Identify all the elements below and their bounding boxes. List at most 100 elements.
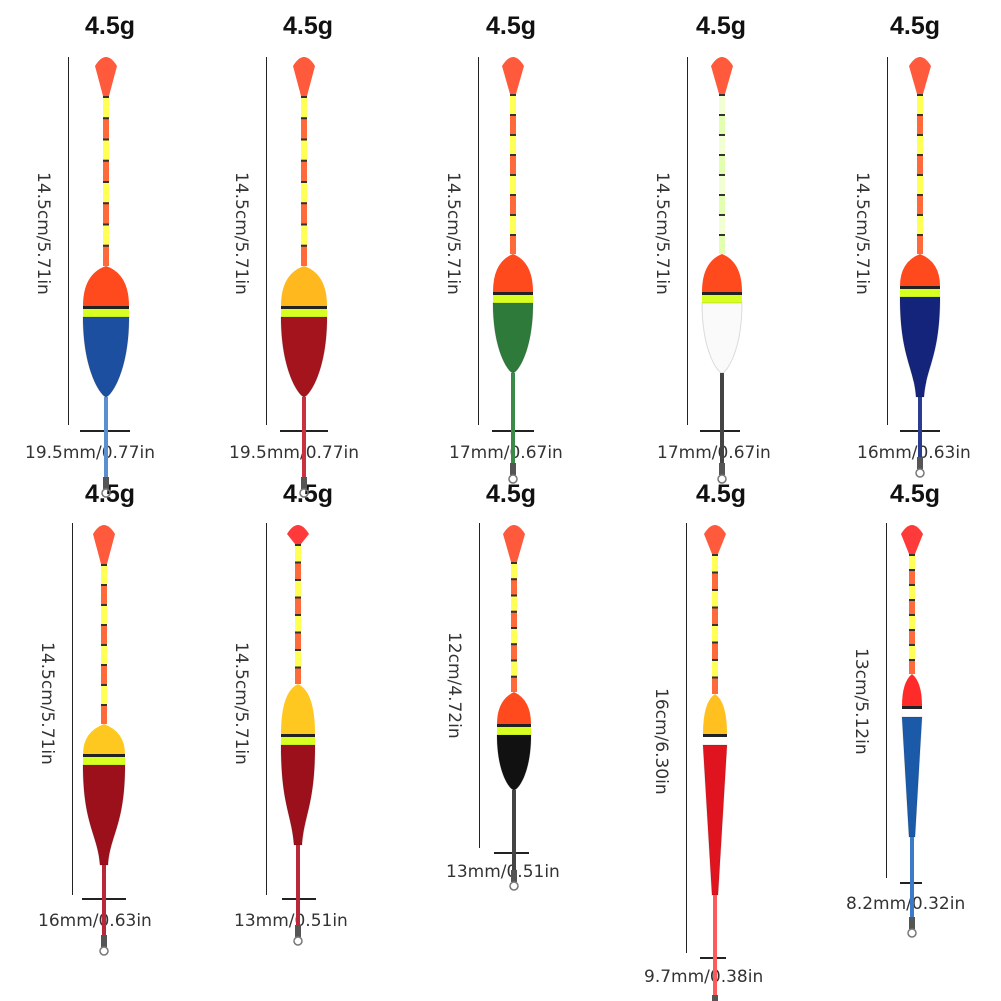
antenna-segment — [917, 194, 923, 214]
antenna-joint — [909, 569, 915, 571]
float-cap — [702, 254, 742, 292]
float-body — [280, 744, 316, 846]
float-tip — [909, 57, 931, 94]
swivel — [101, 935, 107, 947]
antenna-joint — [511, 643, 517, 646]
float-body — [702, 744, 728, 896]
float-stem — [512, 790, 516, 870]
float-cap — [83, 724, 125, 754]
antenna-joint — [101, 584, 107, 586]
float-tip — [503, 525, 525, 562]
antenna-segment — [511, 627, 517, 644]
antenna-joint — [909, 629, 915, 631]
antenna-joint — [101, 644, 107, 646]
swivel — [511, 870, 517, 882]
antenna-joint — [917, 214, 923, 216]
float-tip — [95, 57, 117, 96]
antenna-joint — [719, 94, 725, 96]
antenna-joint — [510, 154, 516, 156]
height-label: 14.5cm/5.71in — [852, 172, 872, 295]
float-illustration-7 — [280, 525, 316, 946]
band-edge — [83, 306, 129, 309]
float-card-1: 4.5g — [10, 0, 210, 500]
height-label: 14.5cm/5.71in — [231, 172, 251, 295]
antenna-segment — [712, 571, 718, 589]
band-edge — [281, 306, 327, 309]
float-band — [703, 737, 727, 745]
width-label: 16mm/0.63in — [38, 911, 152, 931]
float-body — [701, 302, 743, 374]
antenna-joint — [101, 564, 107, 566]
antenna-joint — [295, 631, 301, 634]
antenna-joint — [511, 627, 517, 629]
swivel-ring — [717, 474, 727, 484]
band-edge — [702, 292, 742, 295]
swivel — [712, 995, 718, 1001]
antenna-segment — [917, 174, 923, 194]
float-band — [281, 737, 315, 745]
antenna-segment — [510, 214, 516, 234]
height-label: 14.5cm/5.71in — [231, 642, 251, 765]
antenna-joint — [909, 644, 915, 646]
antenna-joint — [511, 578, 517, 581]
antenna-joint — [295, 614, 301, 616]
height-dimension-line — [266, 523, 267, 895]
antenna-segment — [101, 584, 107, 604]
float-stem — [104, 397, 108, 477]
antenna-segment — [917, 234, 923, 254]
float-tip — [711, 57, 733, 94]
antenna-joint — [103, 96, 109, 98]
float-body — [82, 764, 126, 866]
float-card-9: 4.5g — [621, 0, 821, 508]
width-label: 8.2mm/0.32in — [846, 894, 966, 914]
float-cap — [281, 266, 327, 306]
antenna-joint — [301, 223, 307, 226]
height-dimension-line — [687, 57, 688, 425]
width-label: 19.5mm/0.77in — [25, 443, 156, 463]
height-dimension-line — [68, 57, 69, 425]
float-illustration-8 — [496, 525, 532, 891]
float-band — [702, 295, 742, 303]
antenna-segment — [909, 569, 915, 584]
float-stem — [296, 845, 300, 925]
antenna-joint — [510, 214, 516, 216]
float-band — [900, 289, 940, 297]
antenna-joint — [101, 624, 107, 626]
antenna-segment — [712, 641, 718, 659]
antenna-joint — [510, 174, 516, 176]
swivel — [103, 477, 109, 489]
width-label: 13mm/0.51in — [446, 862, 560, 882]
weight-label: 4.5g — [889, 12, 941, 40]
antenna-segment — [909, 584, 915, 599]
antenna-joint — [712, 676, 718, 679]
antenna-segment — [510, 134, 516, 154]
antenna-segment — [101, 684, 107, 704]
height-dimension-line — [72, 523, 73, 895]
antenna-joint — [917, 114, 923, 116]
antenna-segment — [510, 234, 516, 254]
weight-label: 4.5g — [282, 12, 334, 40]
antenna-segment — [295, 596, 301, 614]
float-stem — [720, 373, 724, 463]
antenna-segment — [909, 554, 915, 569]
antenna-segment — [101, 644, 107, 664]
antenna-joint — [712, 606, 718, 609]
float-cap — [497, 692, 531, 724]
band-edge — [900, 286, 940, 289]
antenna-joint — [511, 562, 517, 564]
antenna-joint — [295, 579, 301, 581]
weight-label: 4.5g — [889, 480, 941, 508]
weight-label: 4.5g — [84, 12, 136, 40]
swivel-ring — [101, 488, 111, 498]
height-dimension-line — [479, 523, 480, 848]
antenna-segment — [909, 614, 915, 629]
antenna-segment — [909, 644, 915, 659]
antenna-segment — [712, 554, 718, 572]
antenna-joint — [301, 244, 307, 247]
float-body — [82, 316, 130, 398]
swivel — [510, 463, 516, 475]
height-dimension-line — [887, 57, 888, 425]
antenna-joint — [101, 684, 107, 686]
height-label: 13cm/5.12in — [851, 648, 871, 755]
antenna-segment — [712, 589, 718, 607]
